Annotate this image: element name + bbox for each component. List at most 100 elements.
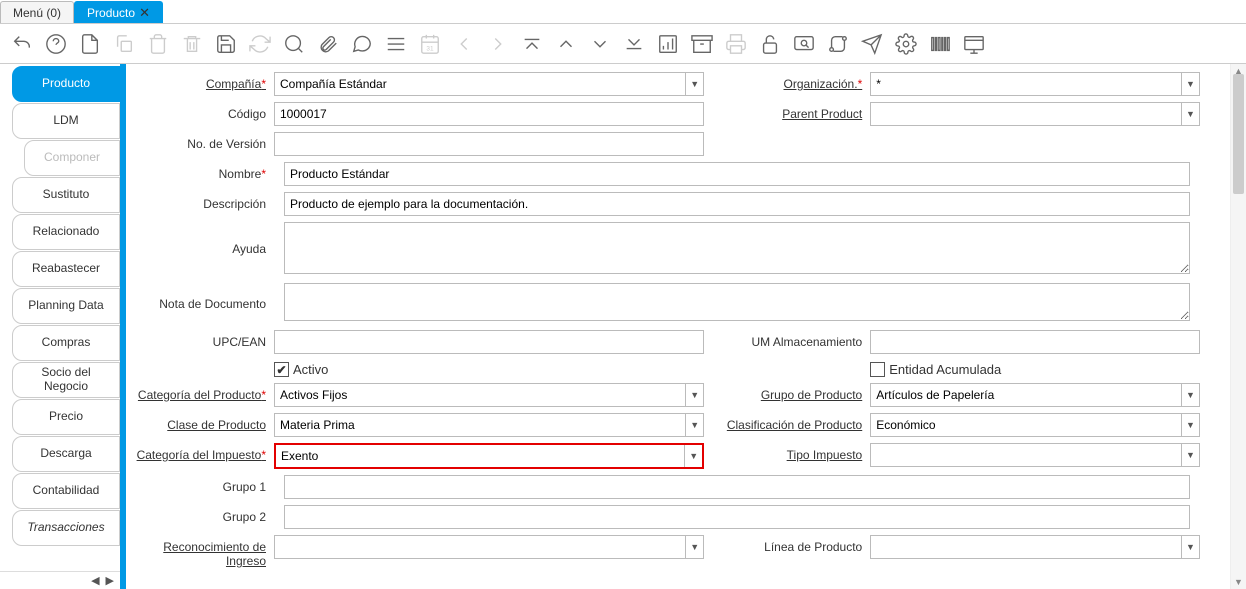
input-cat-producto[interactable] — [275, 384, 685, 406]
workflow-icon[interactable] — [826, 32, 850, 56]
textarea-nota-doc[interactable] — [284, 283, 1190, 321]
input-clasif-producto[interactable] — [871, 414, 1181, 436]
form-panel: Compañía* ▼ Organización.* ▼ Código — [126, 64, 1230, 589]
label-no-version: No. de Versión — [134, 132, 274, 151]
input-upc-ean[interactable] — [274, 330, 704, 354]
chevron-down-icon[interactable]: ▼ — [685, 536, 703, 558]
sidebar-item-sustituto[interactable]: Sustituto — [12, 177, 120, 213]
help-icon[interactable] — [44, 32, 68, 56]
archive-icon[interactable] — [690, 32, 714, 56]
send-icon[interactable] — [860, 32, 884, 56]
combo-cat-impuesto[interactable]: ▼ — [274, 443, 704, 469]
chevron-down-icon[interactable]: ▼ — [1181, 536, 1199, 558]
combo-organizacion[interactable]: ▼ — [870, 72, 1200, 96]
chevron-down-icon[interactable]: ▼ — [1181, 384, 1199, 406]
textarea-ayuda[interactable] — [284, 222, 1190, 274]
print-icon[interactable] — [724, 32, 748, 56]
sidebar-item-precio[interactable]: Precio — [12, 399, 120, 435]
input-descripcion[interactable] — [284, 192, 1190, 216]
input-compania[interactable] — [275, 73, 685, 95]
vertical-scrollbar[interactable]: ▲ ▼ — [1230, 64, 1246, 589]
input-cat-impuesto[interactable] — [276, 445, 684, 467]
combo-tipo-impuesto[interactable]: ▼ — [870, 443, 1200, 467]
input-parent-product[interactable] — [871, 103, 1181, 125]
delete-all-icon[interactable] — [180, 32, 204, 56]
input-grupo1[interactable] — [284, 475, 1190, 499]
input-organizacion[interactable] — [871, 73, 1181, 95]
chevron-down-icon[interactable]: ▼ — [1181, 414, 1199, 436]
sidebar-item-planning[interactable]: Planning Data — [12, 288, 120, 324]
next-icon[interactable] — [486, 32, 510, 56]
first-icon[interactable] — [520, 32, 544, 56]
input-grupo2[interactable] — [284, 505, 1190, 529]
tab-menu[interactable]: Menú (0) — [0, 1, 74, 23]
combo-recon-ingreso[interactable]: ▼ — [274, 535, 704, 559]
checkbox-activo[interactable]: ✔ Activo — [274, 360, 704, 377]
sidebar-item-relacionado[interactable]: Relacionado — [12, 214, 120, 250]
lock-icon[interactable] — [758, 32, 782, 56]
input-tipo-impuesto[interactable] — [871, 444, 1181, 466]
sidebar-item-socio[interactable]: Socio del Negocio — [12, 362, 120, 398]
chevron-down-icon[interactable]: ▼ — [1181, 444, 1199, 466]
chevron-down-icon[interactable]: ▼ — [1181, 73, 1199, 95]
input-nombre[interactable] — [284, 162, 1190, 186]
attach-icon[interactable] — [316, 32, 340, 56]
sidebar-item-componer[interactable]: Componer — [24, 140, 120, 176]
sidebar-item-transacciones[interactable]: Transacciones — [12, 510, 120, 546]
input-recon-ingreso[interactable] — [275, 536, 685, 558]
input-clase-producto[interactable] — [275, 414, 685, 436]
sidebar-item-reabastecer[interactable]: Reabastecer — [12, 251, 120, 287]
refresh-icon[interactable] — [248, 32, 272, 56]
new-icon[interactable] — [78, 32, 102, 56]
chat-icon[interactable] — [350, 32, 374, 56]
zoom-icon[interactable] — [792, 32, 816, 56]
sidebar-item-descarga[interactable]: Descarga — [12, 436, 120, 472]
tab-producto[interactable]: Producto ✕ — [74, 1, 163, 23]
label-codigo: Código — [134, 102, 274, 121]
combo-linea-producto[interactable]: ▼ — [870, 535, 1200, 559]
chevron-down-icon[interactable]: ▼ — [684, 445, 702, 467]
checkbox-entidad-acum[interactable]: Entidad Acumulada — [870, 360, 1200, 377]
chevron-down-icon[interactable]: ▼ — [1181, 103, 1199, 125]
screen-icon[interactable] — [962, 32, 986, 56]
copy-icon[interactable] — [112, 32, 136, 56]
save-icon[interactable] — [214, 32, 238, 56]
chevron-down-icon[interactable]: ▼ — [685, 384, 703, 406]
label-um-almac: UM Almacenamiento — [714, 330, 870, 349]
input-um-almac[interactable] — [870, 330, 1200, 354]
input-grupo-producto[interactable] — [871, 384, 1181, 406]
list-icon[interactable] — [384, 32, 408, 56]
up-icon[interactable] — [554, 32, 578, 56]
calendar-icon[interactable]: 31 — [418, 32, 442, 56]
close-icon[interactable]: ✕ — [139, 5, 150, 21]
sidebar-item-producto[interactable]: Producto — [12, 66, 120, 102]
combo-compania[interactable]: ▼ — [274, 72, 704, 96]
sidebar-item-contabilidad[interactable]: Contabilidad — [12, 473, 120, 509]
sidebar-item-compras[interactable]: Compras — [12, 325, 120, 361]
sidebar-left-icon[interactable]: ◀ — [89, 574, 101, 587]
gear-icon[interactable] — [894, 32, 918, 56]
trash-icon[interactable] — [146, 32, 170, 56]
scroll-down-icon[interactable]: ▼ — [1231, 575, 1246, 589]
barcode-icon[interactable] — [928, 32, 952, 56]
last-icon[interactable] — [622, 32, 646, 56]
sidebar-right-icon[interactable]: ▶ — [104, 574, 116, 587]
combo-parent-product[interactable]: ▼ — [870, 102, 1200, 126]
down-icon[interactable] — [588, 32, 612, 56]
chevron-down-icon[interactable]: ▼ — [685, 73, 703, 95]
combo-cat-producto[interactable]: ▼ — [274, 383, 704, 407]
input-no-version[interactable] — [274, 132, 704, 156]
combo-clasif-producto[interactable]: ▼ — [870, 413, 1200, 437]
prev-icon[interactable] — [452, 32, 476, 56]
chevron-down-icon[interactable]: ▼ — [685, 414, 703, 436]
search-icon[interactable] — [282, 32, 306, 56]
combo-clase-producto[interactable]: ▼ — [274, 413, 704, 437]
report-icon[interactable] — [656, 32, 680, 56]
label-grupo1: Grupo 1 — [134, 475, 274, 494]
undo-icon[interactable] — [10, 32, 34, 56]
input-linea-producto[interactable] — [871, 536, 1181, 558]
combo-grupo-producto[interactable]: ▼ — [870, 383, 1200, 407]
scroll-thumb[interactable] — [1233, 74, 1244, 194]
sidebar-item-ldm[interactable]: LDM — [12, 103, 120, 139]
input-codigo[interactable] — [274, 102, 704, 126]
